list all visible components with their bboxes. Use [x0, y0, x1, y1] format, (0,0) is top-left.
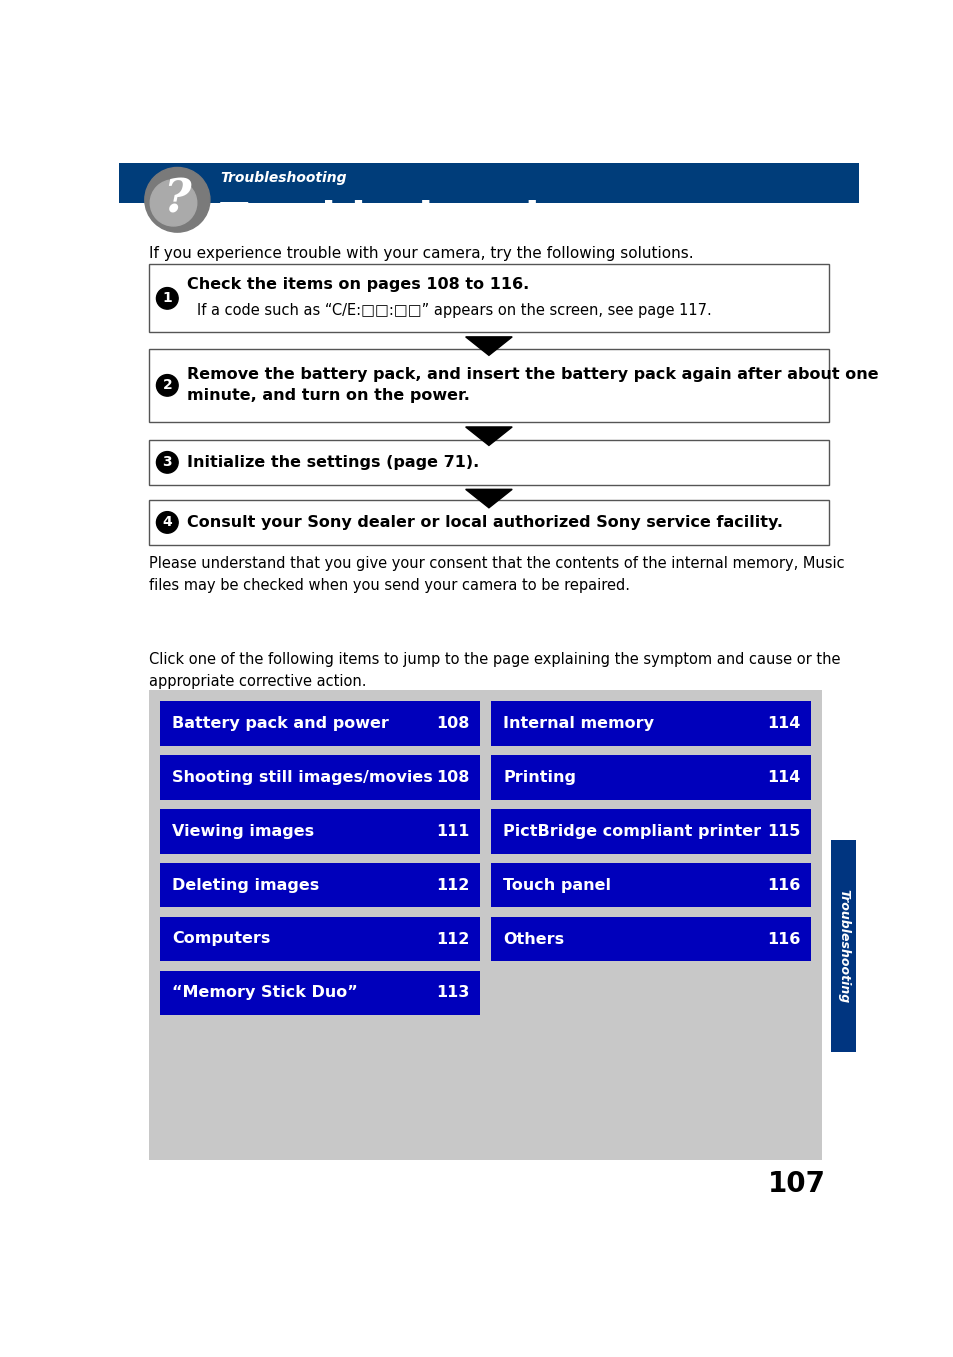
Text: Printing: Printing [503, 769, 576, 784]
Text: Battery pack and power: Battery pack and power [172, 716, 389, 731]
Text: 114: 114 [766, 716, 800, 731]
Text: 113: 113 [436, 985, 469, 1000]
Text: Others: Others [503, 931, 564, 946]
Circle shape [150, 179, 196, 227]
Text: If a code such as “C/E:□□:□□” appears on the screen, see page 117.: If a code such as “C/E:□□:□□” appears on… [196, 303, 711, 318]
Text: 112: 112 [436, 878, 469, 893]
Text: Computers: Computers [172, 931, 270, 946]
Circle shape [156, 288, 178, 309]
Text: Troubleshooting: Troubleshooting [837, 889, 849, 1003]
Text: 3: 3 [162, 456, 172, 470]
Text: 108: 108 [436, 769, 469, 784]
Text: Deleting images: Deleting images [172, 878, 319, 893]
Bar [149, 349, 828, 422]
Text: 116: 116 [766, 931, 800, 946]
Text: 107: 107 [767, 1170, 825, 1198]
Circle shape [156, 452, 178, 474]
Bar [831, 840, 856, 1052]
Text: If you experience trouble with your camera, try the following solutions.: If you experience trouble with your came… [149, 246, 693, 261]
Bar [149, 265, 828, 332]
Text: 116: 116 [766, 878, 800, 893]
Bar [491, 917, 810, 961]
Bar [149, 501, 828, 544]
Text: Touch panel: Touch panel [503, 878, 611, 893]
Text: Viewing images: Viewing images [172, 824, 314, 839]
Text: 1: 1 [162, 292, 172, 305]
Circle shape [156, 512, 178, 533]
Bar [159, 754, 479, 799]
Text: Troubleshooting: Troubleshooting [220, 201, 599, 243]
Bar [159, 809, 479, 854]
Bar [159, 917, 479, 961]
Text: Troubleshooting: Troubleshooting [220, 171, 346, 186]
Text: 108: 108 [436, 716, 469, 731]
Bar [159, 702, 479, 746]
Polygon shape [465, 337, 512, 356]
Text: 111: 111 [436, 824, 469, 839]
Bar [491, 702, 810, 746]
Text: PictBridge compliant printer: PictBridge compliant printer [503, 824, 760, 839]
Text: 2: 2 [162, 379, 172, 392]
Polygon shape [465, 490, 512, 508]
Text: Remove the battery pack, and insert the battery pack again after about one
minut: Remove the battery pack, and insert the … [187, 368, 878, 403]
Text: Click one of the following items to jump to the page explaining the symptom and : Click one of the following items to jump… [149, 651, 840, 689]
Bar [119, 163, 858, 204]
Text: 115: 115 [766, 824, 800, 839]
Text: “Memory Stick Duo”: “Memory Stick Duo” [172, 985, 357, 1000]
Bar [149, 691, 821, 1160]
Circle shape [145, 167, 210, 232]
Bar [159, 863, 479, 908]
Text: Internal memory: Internal memory [503, 716, 654, 731]
Text: 112: 112 [436, 931, 469, 946]
Bar [491, 863, 810, 908]
Text: ?: ? [163, 176, 191, 223]
Bar [491, 754, 810, 799]
Text: Initialize the settings (page 71).: Initialize the settings (page 71). [187, 455, 479, 470]
Text: Consult your Sony dealer or local authorized Sony service facility.: Consult your Sony dealer or local author… [187, 514, 782, 531]
Circle shape [156, 375, 178, 396]
Text: Check the items on pages 108 to 116.: Check the items on pages 108 to 116. [187, 277, 529, 292]
Text: 114: 114 [766, 769, 800, 784]
Bar [149, 440, 828, 484]
Text: Please understand that you give your consent that the contents of the internal m: Please understand that you give your con… [149, 555, 843, 593]
Bar [159, 970, 479, 1015]
Bar [491, 809, 810, 854]
Text: Shooting still images/movies: Shooting still images/movies [172, 769, 433, 784]
Text: 4: 4 [162, 516, 172, 529]
Polygon shape [465, 427, 512, 445]
